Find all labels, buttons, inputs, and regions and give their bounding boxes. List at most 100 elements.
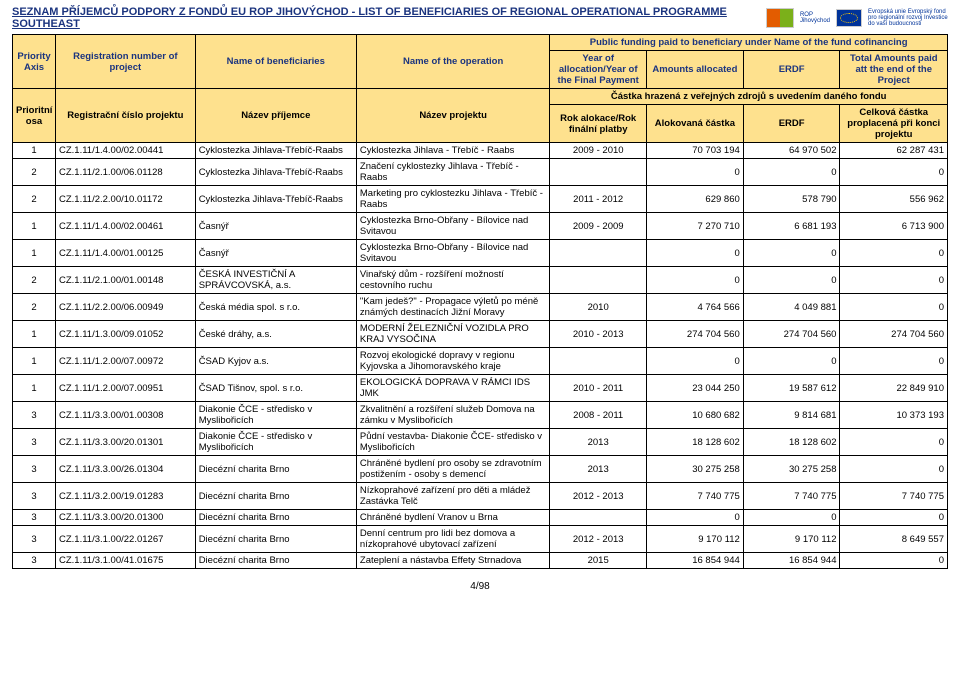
cell-erdf: 9 170 112 xyxy=(743,526,840,553)
hdr-en-total: Total Amounts paid att the end of the Pr… xyxy=(840,51,948,89)
cell-reg: CZ.1.11/3.3.00/20.01300 xyxy=(55,510,195,526)
cell-reg: CZ.1.11/2.1.00/01.00148 xyxy=(55,267,195,294)
cell-oper: Marketing pro cyklostezku Jihlava - Třeb… xyxy=(356,186,549,213)
cell-erdf: 19 587 612 xyxy=(743,375,840,402)
cell-benef: ČSAD Tišnov, spol. s r.o. xyxy=(195,375,356,402)
cell-amt: 0 xyxy=(647,510,744,526)
hdr-cz-oper: Název projektu xyxy=(356,89,549,143)
cell-amt: 7 270 710 xyxy=(647,213,744,240)
cell-amt: 0 xyxy=(647,267,744,294)
cell-axis: 3 xyxy=(13,526,56,553)
cell-axis: 1 xyxy=(13,213,56,240)
hdr-en-span: Public funding paid to beneficiary under… xyxy=(550,35,948,51)
rop-logo-icon xyxy=(766,8,794,28)
cell-total: 0 xyxy=(840,294,948,321)
table-row: 2CZ.1.11/2.1.00/06.01128Cyklostezka Jihl… xyxy=(13,159,948,186)
table-row: 3CZ.1.11/3.2.00/19.01283Diecézní charita… xyxy=(13,483,948,510)
cell-erdf: 64 970 502 xyxy=(743,143,840,159)
table-row: 1CZ.1.11/1.4.00/02.00461ČasnýřCyklostezk… xyxy=(13,213,948,240)
hdr-en-oper: Name of the operation xyxy=(356,35,549,89)
cell-year: 2009 - 2009 xyxy=(550,213,647,240)
cell-year: 2013 xyxy=(550,456,647,483)
cell-axis: 1 xyxy=(13,321,56,348)
cell-erdf: 0 xyxy=(743,159,840,186)
cell-total: 0 xyxy=(840,159,948,186)
hdr-en-benef: Name of beneficiaries xyxy=(195,35,356,89)
hdr-cz-axis: Prioritní osa xyxy=(13,89,56,143)
page-title: SEZNAM PŘÍJEMCŮ PODPORY Z FONDŮ EU ROP J… xyxy=(12,6,766,30)
cell-year xyxy=(550,240,647,267)
table-row: 3CZ.1.11/3.3.00/26.01304Diecézní charita… xyxy=(13,456,948,483)
cell-reg: CZ.1.11/3.3.00/01.00308 xyxy=(55,402,195,429)
cell-axis: 3 xyxy=(13,402,56,429)
cell-oper: EKOLOGICKÁ DOPRAVA V RÁMCI IDS JMK xyxy=(356,375,549,402)
cell-oper: Zateplení a nástavba Effety Strnadova xyxy=(356,553,549,569)
cell-benef: Česká média spol. s r.o. xyxy=(195,294,356,321)
cell-reg: CZ.1.11/1.2.00/07.00951 xyxy=(55,375,195,402)
cell-amt: 23 044 250 xyxy=(647,375,744,402)
cell-benef: Časnýř xyxy=(195,240,356,267)
cell-amt: 18 128 602 xyxy=(647,429,744,456)
cell-benef: Diakonie ČCE - středisko v Myslibořicích xyxy=(195,402,356,429)
table-row: 1CZ.1.11/1.2.00/07.00951ČSAD Tišnov, spo… xyxy=(13,375,948,402)
cell-year: 2012 - 2013 xyxy=(550,483,647,510)
hdr-cz-benef: Název příjemce xyxy=(195,89,356,143)
cell-axis: 3 xyxy=(13,456,56,483)
cell-year: 2010 - 2013 xyxy=(550,321,647,348)
cell-reg: CZ.1.11/3.1.00/22.01267 xyxy=(55,526,195,553)
table-row: 2CZ.1.11/2.2.00/10.01172Cyklostezka Jihl… xyxy=(13,186,948,213)
cell-year xyxy=(550,159,647,186)
cell-benef: Diecézní charita Brno xyxy=(195,526,356,553)
cell-amt: 7 740 775 xyxy=(647,483,744,510)
table-row: 1CZ.1.11/1.2.00/07.00972ČSAD Kyjov a.s.R… xyxy=(13,348,948,375)
cell-axis: 3 xyxy=(13,429,56,456)
cell-reg: CZ.1.11/1.4.00/02.00461 xyxy=(55,213,195,240)
hdr-en-amt: Amounts allocated xyxy=(647,51,744,89)
rop-label: ROPJihovýchod xyxy=(800,12,830,24)
cell-reg: CZ.1.11/2.2.00/06.00949 xyxy=(55,294,195,321)
cell-reg: CZ.1.11/3.3.00/26.01304 xyxy=(55,456,195,483)
cell-axis: 2 xyxy=(13,294,56,321)
eu-caption: Evropská unie Evropský fond pro regionál… xyxy=(868,9,948,27)
cell-amt: 0 xyxy=(647,159,744,186)
cell-year xyxy=(550,348,647,375)
hdr-en-erdf: ERDF xyxy=(743,51,840,89)
cell-oper: Cyklostezka Brno-Obřany - Bílovice nad S… xyxy=(356,213,549,240)
cell-erdf: 18 128 602 xyxy=(743,429,840,456)
beneficiaries-table: Priority Axis Registration number of pro… xyxy=(12,34,948,569)
table-row: 3CZ.1.11/3.1.00/22.01267Diecézní charita… xyxy=(13,526,948,553)
cell-total: 0 xyxy=(840,348,948,375)
cell-year: 2010 - 2011 xyxy=(550,375,647,402)
cell-year: 2013 xyxy=(550,429,647,456)
cell-year: 2008 - 2011 xyxy=(550,402,647,429)
cell-total: 0 xyxy=(840,429,948,456)
table-row: 2CZ.1.11/2.2.00/06.00949Česká média spol… xyxy=(13,294,948,321)
cell-axis: 2 xyxy=(13,186,56,213)
cell-reg: CZ.1.11/1.3.00/09.01052 xyxy=(55,321,195,348)
table-row: 3CZ.1.11/3.3.00/20.01300Diecézní charita… xyxy=(13,510,948,526)
cell-axis: 3 xyxy=(13,510,56,526)
cell-benef: Diecézní charita Brno xyxy=(195,456,356,483)
cell-benef: Diecézní charita Brno xyxy=(195,553,356,569)
cell-total: 556 962 xyxy=(840,186,948,213)
cell-reg: CZ.1.11/1.4.00/01.00125 xyxy=(55,240,195,267)
cell-total: 274 704 560 xyxy=(840,321,948,348)
cell-benef: Diakonie ČCE - středisko v Myslibořicích xyxy=(195,429,356,456)
cell-total: 0 xyxy=(840,456,948,483)
hdr-cz-span: Částka hrazená z veřejných zdrojů s uved… xyxy=(550,89,948,105)
cell-erdf: 578 790 xyxy=(743,186,840,213)
table-row: 2CZ.1.11/2.1.00/01.00148ČESKÁ INVESTIČNÍ… xyxy=(13,267,948,294)
cell-benef: Cyklostezka Jihlava-Třebíč-Raabs xyxy=(195,143,356,159)
cell-oper: "Kam jedeš?" - Propagace výletů po méně … xyxy=(356,294,549,321)
hdr-cz-erdf: ERDF xyxy=(743,105,840,143)
cell-benef: Cyklostezka Jihlava-Třebíč-Raabs xyxy=(195,186,356,213)
cell-benef: Diecézní charita Brno xyxy=(195,483,356,510)
cell-erdf: 0 xyxy=(743,510,840,526)
cell-erdf: 30 275 258 xyxy=(743,456,840,483)
logo-group: ROPJihovýchod Evropská unie Evropský fon… xyxy=(766,8,948,28)
table-row: 1CZ.1.11/1.4.00/02.00441Cyklostezka Jihl… xyxy=(13,143,948,159)
cell-benef: ČESKÁ INVESTIČNÍ A SPRÁVCOVSKÁ, a.s. xyxy=(195,267,356,294)
cell-axis: 1 xyxy=(13,240,56,267)
cell-axis: 2 xyxy=(13,267,56,294)
cell-year xyxy=(550,510,647,526)
